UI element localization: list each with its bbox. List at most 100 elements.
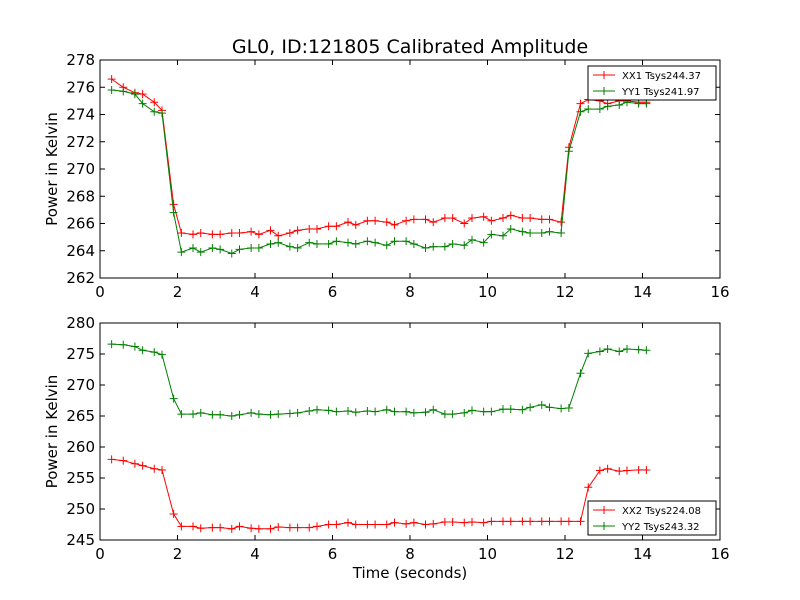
data-point	[557, 517, 566, 526]
data-point	[313, 522, 321, 531]
data-point	[138, 99, 147, 108]
y-tick-label: 278	[66, 51, 95, 69]
data-point	[285, 242, 294, 251]
data-point	[371, 407, 380, 416]
data-point	[460, 219, 469, 228]
data-point	[344, 238, 352, 247]
data-point	[332, 237, 341, 246]
data-point	[363, 237, 372, 246]
data-point	[402, 216, 411, 225]
data-point	[119, 87, 128, 96]
data-point	[324, 239, 333, 248]
data-point	[402, 407, 411, 416]
data-point	[390, 237, 399, 246]
y-tick-label: 270	[66, 160, 95, 178]
top-plot: 0 2 4 6 8 10 12 14 16 262 264 266 268 270 272 274 276 278…	[43, 51, 730, 301]
data-point	[518, 517, 527, 526]
data-point	[293, 244, 302, 253]
data-point	[293, 523, 302, 532]
data-point	[344, 518, 352, 527]
x-tick-label: 0	[95, 283, 105, 301]
legend-marker	[600, 71, 608, 79]
data-point	[254, 244, 263, 253]
data-point	[623, 345, 631, 354]
data-point	[634, 345, 643, 354]
data-point	[150, 107, 159, 116]
data-point	[421, 408, 430, 417]
data-point	[634, 99, 643, 108]
data-point	[227, 524, 236, 533]
data-point	[564, 517, 573, 526]
data-point	[429, 218, 438, 227]
data-point	[274, 410, 283, 419]
legend-box	[587, 65, 717, 101]
data-point	[557, 218, 566, 227]
data-point	[324, 406, 333, 415]
legend-label: YY1 Tsys241.97	[621, 87, 700, 98]
data-point	[344, 218, 352, 227]
data-point	[196, 229, 205, 238]
data-point	[460, 241, 469, 250]
data-point	[274, 522, 283, 531]
x-tick-label: 4	[250, 545, 260, 563]
data-point	[158, 109, 166, 118]
data-point	[227, 412, 236, 420]
x-axis-label: Time (seconds)	[352, 564, 468, 582]
data-point	[506, 405, 515, 414]
data-point	[479, 238, 488, 247]
y-tick-label: 270	[66, 376, 95, 394]
data-point	[274, 238, 283, 247]
data-point	[196, 524, 205, 533]
x-tick-label: 14	[633, 283, 652, 301]
data-point	[506, 517, 515, 526]
data-point	[138, 90, 147, 99]
data-point	[351, 408, 360, 417]
chart-title: GL0, ID:121805 Calibrated Amplitude	[232, 36, 588, 58]
data-point	[138, 461, 147, 470]
data-point	[150, 98, 159, 107]
data-point	[293, 226, 302, 235]
data-point	[429, 242, 438, 251]
x-tick-label: 2	[173, 283, 183, 301]
data-point	[603, 102, 612, 111]
data-point	[216, 410, 225, 419]
data-point	[382, 218, 391, 227]
y-tick-label: 265	[66, 407, 95, 425]
data-point	[526, 214, 535, 223]
data-point	[421, 520, 430, 529]
data-point	[196, 408, 205, 417]
y-tick-label: 280	[66, 314, 95, 332]
data-point	[642, 465, 651, 474]
x-tick-label: 10	[478, 283, 497, 301]
data-point	[119, 456, 128, 465]
data-point	[545, 215, 554, 224]
x-tick-label: 6	[328, 283, 338, 301]
y-tick-label: 264	[66, 242, 95, 260]
data-point	[409, 215, 418, 224]
data-point	[526, 517, 535, 526]
data-point	[344, 407, 352, 416]
data-point	[557, 404, 566, 413]
data-point	[576, 99, 585, 108]
data-point	[576, 369, 585, 378]
data-point	[460, 518, 469, 527]
data-point	[351, 239, 360, 248]
x-tick-label: 6	[328, 545, 338, 563]
data-point	[564, 403, 573, 412]
data-point	[518, 214, 527, 223]
data-point	[409, 518, 418, 527]
y-tick-label: 260	[66, 438, 95, 456]
data-point	[107, 85, 116, 94]
data-point	[235, 410, 244, 419]
data-point	[479, 518, 488, 527]
y-tick-label: 262	[66, 269, 95, 287]
x-tick-label: 16	[710, 545, 729, 563]
data-point	[371, 520, 380, 529]
data-point	[402, 237, 411, 246]
data-point	[119, 340, 128, 349]
data-point	[305, 407, 314, 416]
data-point	[177, 410, 186, 419]
data-point	[576, 107, 585, 116]
data-point	[479, 212, 488, 221]
data-point	[189, 410, 197, 419]
